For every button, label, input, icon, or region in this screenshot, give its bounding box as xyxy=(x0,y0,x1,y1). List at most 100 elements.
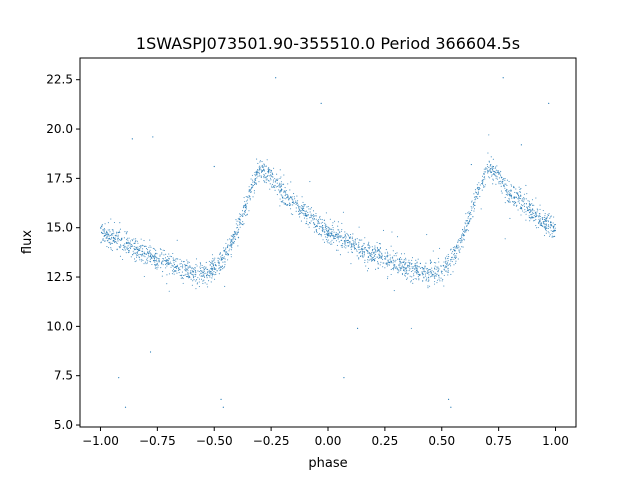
data-point xyxy=(347,235,350,237)
data-point xyxy=(183,274,185,277)
data-point xyxy=(351,244,353,246)
data-point xyxy=(533,217,535,219)
data-point xyxy=(133,238,135,240)
data-point xyxy=(126,232,128,234)
data-point xyxy=(491,165,493,167)
data-point xyxy=(222,254,224,256)
data-point xyxy=(288,202,290,204)
data-point xyxy=(408,263,411,265)
data-point xyxy=(176,258,178,260)
data-point xyxy=(206,277,208,279)
data-point xyxy=(279,182,281,184)
data-point xyxy=(487,172,489,174)
data-point xyxy=(367,259,369,261)
data-point xyxy=(511,194,513,196)
data-point xyxy=(551,230,554,233)
data-point xyxy=(237,231,239,233)
data-point xyxy=(399,262,401,264)
data-point xyxy=(224,258,226,260)
data-point xyxy=(424,271,426,273)
data-point xyxy=(117,234,119,236)
data-point xyxy=(455,247,457,249)
data-point xyxy=(359,252,361,254)
data-point xyxy=(234,232,236,235)
data-point xyxy=(367,261,369,263)
data-point xyxy=(143,263,145,265)
data-point xyxy=(429,259,431,261)
data-point xyxy=(324,222,326,224)
data-point xyxy=(240,214,242,216)
data-point xyxy=(535,197,537,199)
data-point xyxy=(256,171,258,173)
data-point xyxy=(392,267,394,270)
data-point xyxy=(336,236,338,238)
data-point xyxy=(489,169,491,171)
data-point xyxy=(178,267,180,269)
data-point xyxy=(230,253,232,256)
data-point xyxy=(203,273,205,275)
data-point xyxy=(319,234,321,236)
data-point xyxy=(358,258,360,260)
data-point xyxy=(335,232,337,234)
data-point xyxy=(346,245,348,247)
data-point xyxy=(544,226,546,228)
data-point xyxy=(252,184,255,187)
data-point xyxy=(359,251,361,253)
data-point xyxy=(198,285,200,288)
data-point xyxy=(478,186,480,188)
data-point xyxy=(513,204,515,206)
data-point xyxy=(445,258,447,260)
data-point xyxy=(350,246,352,248)
data-point xyxy=(253,183,255,185)
data-point xyxy=(119,246,121,248)
data-point xyxy=(168,253,170,255)
data-point xyxy=(133,258,136,260)
data-point xyxy=(214,274,216,276)
data-point xyxy=(220,256,222,258)
data-point xyxy=(196,279,198,281)
data-point xyxy=(489,170,491,172)
data-point xyxy=(257,162,259,165)
data-point xyxy=(383,255,386,257)
data-point xyxy=(135,247,138,249)
data-point xyxy=(103,239,105,241)
data-point xyxy=(244,201,246,203)
data-point xyxy=(223,250,225,252)
data-point xyxy=(401,268,403,270)
data-point xyxy=(541,218,544,220)
data-point xyxy=(201,272,203,274)
data-point xyxy=(492,178,494,180)
data-point xyxy=(543,219,546,221)
data-point xyxy=(510,184,512,186)
data-point xyxy=(479,187,481,190)
data-point xyxy=(537,221,540,223)
data-point xyxy=(304,215,306,217)
data-point xyxy=(316,225,318,227)
data-point xyxy=(440,271,443,273)
data-point xyxy=(394,266,396,268)
data-point xyxy=(280,190,282,192)
data-point xyxy=(520,206,522,208)
data-point xyxy=(136,254,138,257)
data-point xyxy=(268,172,270,174)
data-point xyxy=(415,268,417,270)
data-point xyxy=(191,271,194,273)
data-point xyxy=(329,236,331,238)
data-point xyxy=(132,250,134,252)
data-point xyxy=(108,235,110,237)
data-point xyxy=(142,259,144,262)
data-point xyxy=(146,249,148,251)
data-point xyxy=(260,169,262,171)
data-point xyxy=(134,252,137,254)
data-point xyxy=(247,197,249,199)
data-point xyxy=(201,264,203,267)
data-point xyxy=(162,271,164,273)
data-point xyxy=(306,222,308,224)
data-point xyxy=(371,258,373,260)
data-point xyxy=(517,209,519,211)
data-point xyxy=(399,260,401,262)
data-point xyxy=(484,186,486,188)
data-point xyxy=(195,288,197,290)
data-point xyxy=(316,220,318,222)
data-point xyxy=(549,217,551,219)
